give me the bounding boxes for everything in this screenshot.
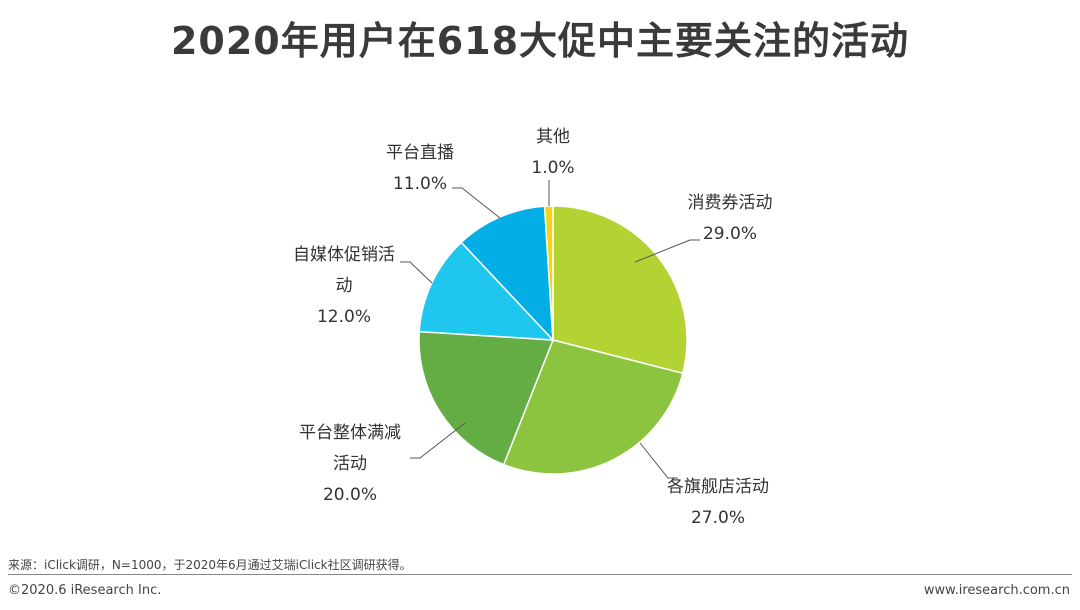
slice-category-label: 平台直播 <box>386 143 454 163</box>
pie-slice <box>418 330 555 466</box>
pie-slice <box>543 205 554 341</box>
slice-value-label: 29.0% <box>703 224 757 244</box>
slice-value-label: 1.0% <box>531 158 574 178</box>
slice-category-label: 自媒体促销活 <box>293 245 395 265</box>
slice-category-label: 活动 <box>333 454 367 474</box>
source-note: 来源：iClick调研，N=1000，于2020年6月通过艾瑞iClick社区调… <box>8 558 412 572</box>
leader-line <box>634 239 700 263</box>
footer-divider <box>8 574 1072 575</box>
slice-value-label: 12.0% <box>317 307 371 327</box>
leader-line <box>452 187 501 219</box>
slice-category-label: 平台整体满减 <box>299 423 401 443</box>
pie-slice <box>502 339 684 475</box>
leader-line <box>639 442 678 479</box>
slice-category-label: 消费券活动 <box>688 193 773 213</box>
slice-label: 各旗舰店活动 27.0% <box>667 477 769 528</box>
slice-category-label: 其他 <box>536 127 570 147</box>
pie-slice <box>460 205 554 343</box>
website-link[interactable]: www.iresearch.com.cn <box>923 583 1070 598</box>
leader-line <box>400 261 433 284</box>
slice-value-label: 27.0% <box>691 508 745 528</box>
slice-label: 平台直播 11.0% <box>386 143 454 194</box>
slice-label: 消费券活动 29.0% <box>688 193 773 244</box>
copyright-text: ©2020.6 iResearch Inc. <box>8 583 162 598</box>
slice-label: 其他 1.0% <box>531 127 574 178</box>
chart-title: 2020年用户在618大促中主要关注的活动 <box>170 19 910 63</box>
slice-category-label: 各旗舰店活动 <box>667 477 769 497</box>
slice-value-label: 11.0% <box>393 174 447 194</box>
slice-value-label: 20.0% <box>323 485 377 505</box>
leader-line <box>410 422 466 459</box>
pie-slice <box>552 205 688 375</box>
slice-category-label: 动 <box>336 276 353 296</box>
